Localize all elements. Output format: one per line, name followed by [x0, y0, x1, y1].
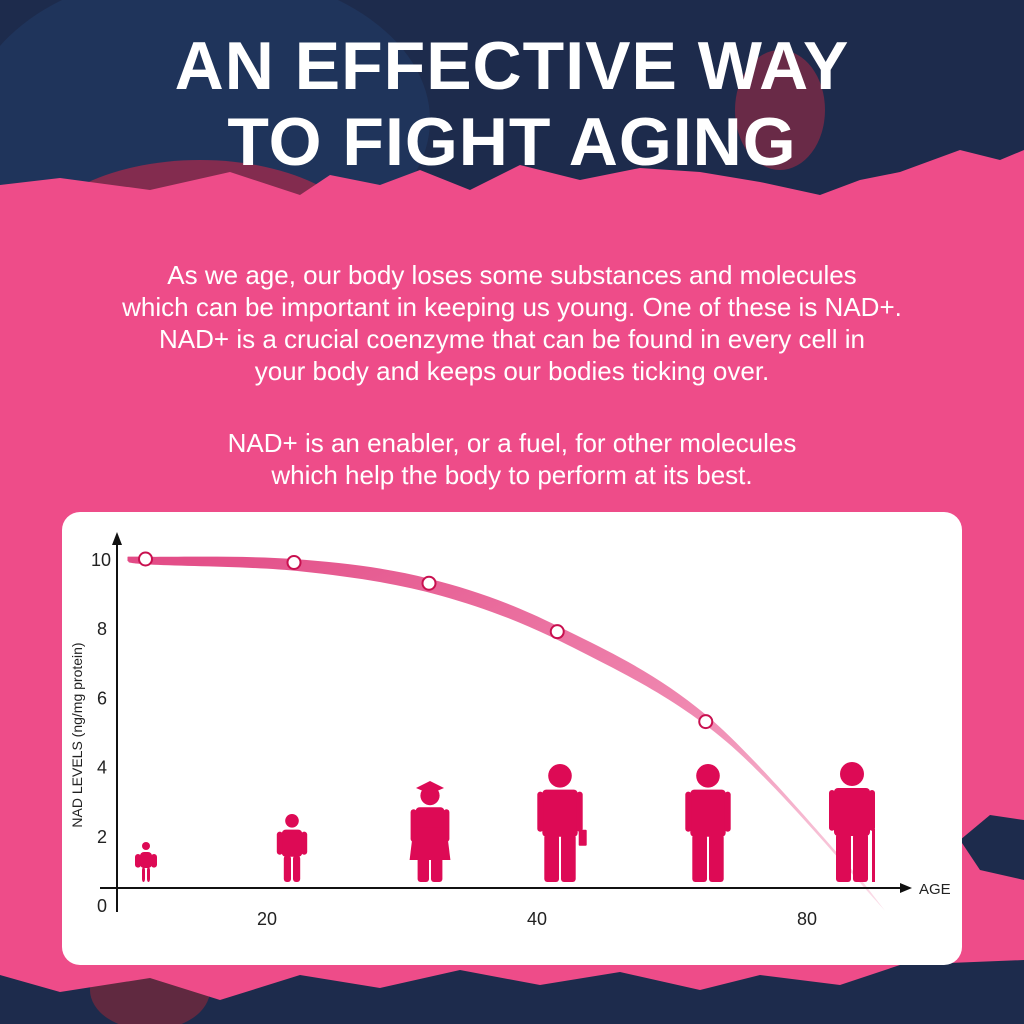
torso — [140, 852, 152, 868]
intro-line: NAD+ is a crucial coenzyme that can be f… — [159, 324, 865, 354]
arm — [685, 791, 692, 832]
leg — [692, 834, 707, 882]
curve-band — [127, 556, 885, 911]
y-axis-arrow — [112, 532, 122, 545]
y-tick-label: 0 — [97, 896, 107, 916]
leg — [544, 834, 559, 882]
intro-line: which help the body to perform at its be… — [271, 460, 753, 490]
intro-line: As we age, our body loses some substance… — [167, 260, 857, 290]
head — [696, 764, 720, 788]
x-tick-label: 80 — [797, 909, 817, 929]
leg — [142, 867, 145, 882]
arm — [576, 791, 583, 832]
arm — [276, 831, 283, 855]
torso — [834, 788, 870, 836]
arm — [537, 791, 544, 832]
headline-line-2: TO FIGHT AGING — [227, 104, 797, 180]
data-point — [138, 551, 153, 567]
arm — [135, 854, 141, 868]
headline-line-1: AN EFFECTIVE WAY — [174, 28, 850, 104]
leg — [147, 867, 150, 882]
torso — [281, 829, 303, 857]
y-tick-label: 8 — [97, 619, 107, 639]
intro-paragraph-2: NAD+ is an enabler, or a fuel, for other… — [0, 427, 1024, 491]
arm — [151, 854, 157, 868]
torso — [690, 789, 726, 837]
leg — [283, 855, 291, 882]
data-points — [138, 551, 714, 730]
head — [840, 762, 864, 786]
y-axis-label: NAD LEVELS (ng/mg protein) — [69, 642, 85, 827]
leg — [709, 834, 724, 882]
arm — [829, 790, 835, 831]
axes: 0 2 4 6 8 10 20 40 80 — [91, 532, 912, 929]
businessman-figure-icon — [537, 764, 587, 882]
x-axis-arrow — [900, 883, 912, 893]
gown — [409, 827, 451, 860]
leg — [836, 833, 851, 882]
x-axis-label: AGE — [919, 881, 951, 898]
graduate-figure-icon — [409, 781, 451, 882]
y-tick-label: 4 — [97, 758, 107, 778]
cell-shape — [735, 50, 825, 170]
intro-line: which can be important in keeping us you… — [122, 292, 902, 322]
intro-line: NAD+ is an enabler, or a fuel, for other… — [227, 428, 797, 458]
x-tick-label: 40 — [527, 909, 547, 929]
elder-with-cane-figure-icon — [829, 762, 875, 882]
head — [285, 814, 299, 828]
arm — [869, 790, 875, 831]
y-tick-label: 6 — [97, 688, 107, 708]
data-point — [549, 624, 565, 640]
arm — [724, 791, 731, 832]
briefcase — [578, 829, 587, 846]
data-point — [698, 714, 714, 730]
x-tick-label: 20 — [257, 909, 277, 929]
data-point — [286, 554, 302, 570]
head — [142, 842, 150, 850]
age-figures — [135, 762, 875, 882]
leg — [293, 855, 301, 882]
adult-figure-icon — [685, 764, 731, 882]
graduation-cap — [416, 781, 444, 794]
child-figure-icon — [276, 814, 308, 882]
y-tick-label: 2 — [97, 827, 107, 847]
leg — [853, 833, 868, 882]
leg — [561, 834, 576, 882]
cane — [872, 828, 875, 882]
chart-card — [62, 512, 962, 965]
intro-paragraph-1: As we age, our body loses some substance… — [0, 259, 1024, 387]
baby-figure-icon — [135, 842, 157, 882]
intro-line: your body and keeps our bodies ticking o… — [254, 356, 770, 386]
head — [548, 764, 572, 788]
data-point — [421, 575, 437, 591]
nad-curve — [127, 556, 885, 911]
arm — [301, 831, 308, 855]
y-tick-label: 10 — [91, 550, 111, 570]
torso — [542, 789, 578, 837]
